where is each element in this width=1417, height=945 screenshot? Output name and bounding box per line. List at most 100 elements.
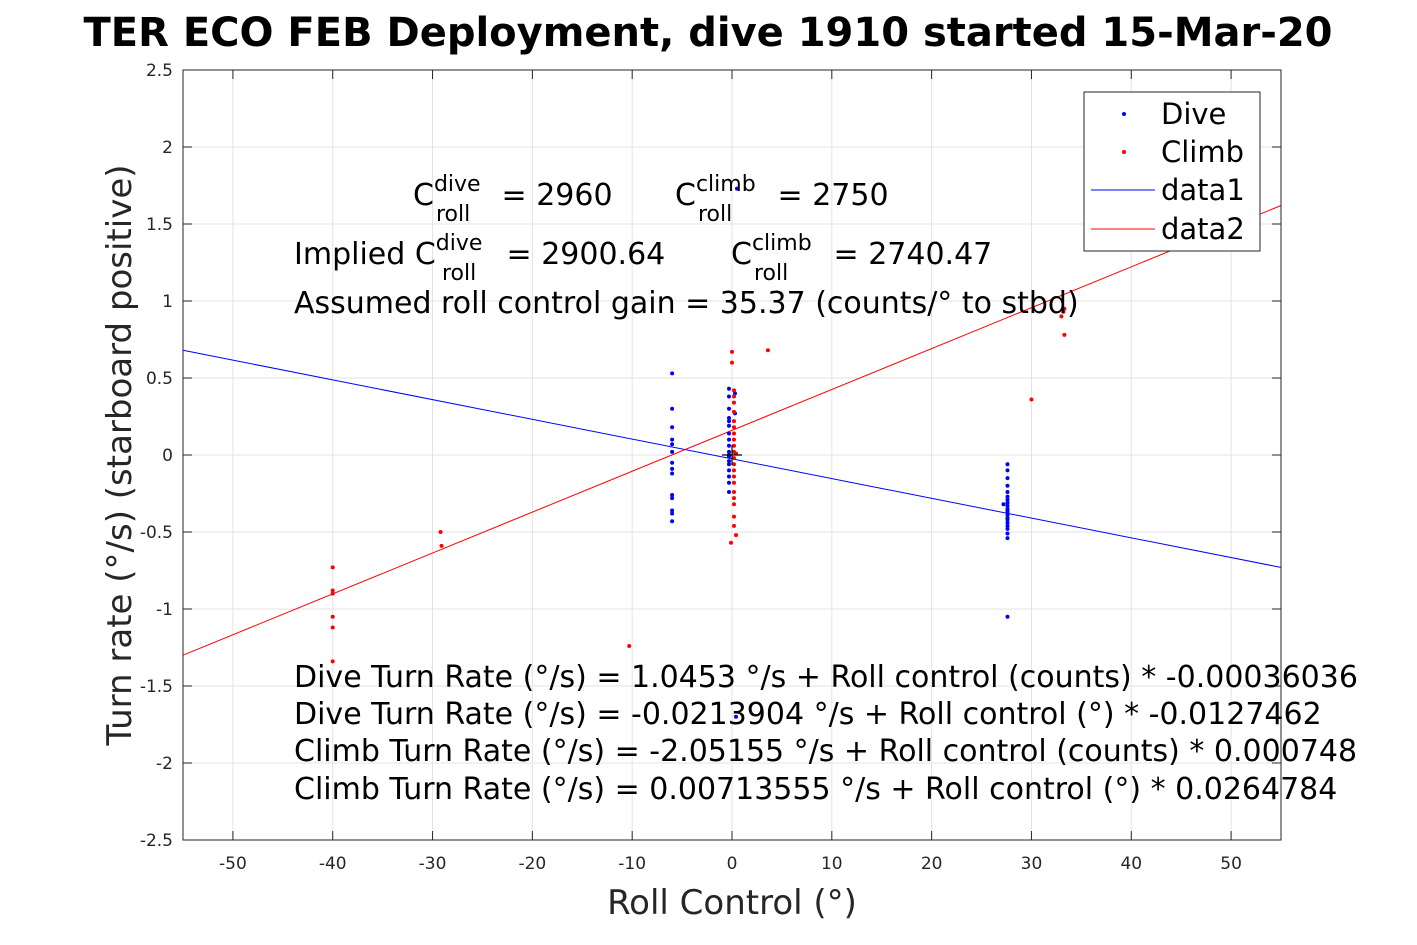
point-climb — [731, 394, 736, 399]
point-dive — [1005, 497, 1010, 502]
point-climb — [733, 533, 738, 538]
point-climb — [330, 591, 335, 596]
x-tick-label: 30 — [1021, 854, 1043, 874]
y-tick-label: -1 — [156, 600, 173, 620]
point-climb — [330, 625, 335, 630]
point-dive — [670, 425, 675, 430]
point-climb — [765, 348, 770, 353]
point-dive — [1005, 462, 1010, 467]
point-climb — [330, 659, 335, 664]
equation-dive-degrees: Dive Turn Rate (°/s) = -0.0213904 °/s + … — [294, 697, 1322, 732]
point-climb — [731, 388, 736, 393]
point-climb — [1062, 306, 1067, 311]
legend-climb-marker — [1122, 150, 1126, 154]
y-tick-label: 1 — [162, 292, 173, 312]
x-axis-label: Roll Control (°) — [607, 883, 857, 923]
point-dive — [670, 471, 675, 476]
point-climb — [438, 530, 443, 534]
point-dive — [670, 437, 675, 442]
point-climb — [731, 419, 736, 424]
point-dive — [1005, 468, 1010, 473]
point-dive — [1005, 536, 1010, 541]
point-climb — [1059, 314, 1064, 319]
y-tick-label: 2.5 — [146, 61, 173, 81]
x-tick-label: 0 — [727, 854, 738, 874]
axes — [182, 69, 1282, 841]
x-tick-labels: -50 -40 -30 -20 -10 0 10 20 30 40 50 — [219, 854, 1242, 874]
point-dive — [670, 496, 675, 501]
c-dive-text: Cdive roll = 2960 — [413, 172, 613, 227]
equation-annotations: Dive Turn Rate (°/s) = 1.0453 °/s + Roll… — [294, 660, 1358, 807]
y-tick-label: 1.5 — [146, 215, 173, 235]
legend-climb-label: Climb — [1161, 135, 1244, 169]
point-dive — [727, 419, 732, 424]
point-dive — [727, 386, 732, 391]
point-dive — [733, 714, 738, 719]
point-dive — [670, 508, 675, 513]
y-axis-label: Turn rate (°/s) (starboard positive) — [100, 164, 140, 746]
equation-climb-degrees: Climb Turn Rate (°/s) = 0.00713555 °/s +… — [294, 772, 1337, 807]
point-dive — [727, 443, 732, 448]
point-dive — [670, 371, 675, 376]
point-dive — [727, 459, 732, 464]
gain-text: Assumed roll control gain = 35.37 (count… — [294, 286, 1079, 321]
x-tick-label: 10 — [821, 854, 843, 874]
x-tick-label: -20 — [518, 854, 546, 874]
point-dive — [732, 391, 737, 396]
y-tick-label: -2.5 — [140, 831, 173, 851]
point-dive — [670, 493, 675, 498]
point-dive — [727, 431, 732, 436]
c-climb-text: Cclimb roll = 2750 — [675, 172, 889, 227]
point-dive — [727, 449, 732, 454]
point-climb — [627, 643, 632, 648]
x-tick-label: -10 — [618, 854, 646, 874]
point-dive — [1005, 526, 1010, 531]
point-climb — [731, 443, 736, 448]
point-dive — [1005, 508, 1010, 513]
point-climb — [1062, 332, 1067, 337]
point-climb — [731, 409, 736, 414]
point-climb — [731, 523, 736, 528]
point-climb — [731, 437, 736, 442]
point-dive — [670, 449, 675, 454]
point-dive — [734, 186, 739, 191]
point-climb — [330, 588, 335, 593]
point-climb — [731, 489, 736, 494]
point-climb — [730, 349, 734, 354]
x-tick-label: 50 — [1220, 854, 1242, 874]
point-climb — [730, 360, 734, 365]
point-dive — [1001, 502, 1006, 507]
point-dive — [1005, 494, 1010, 499]
point-climb — [731, 462, 736, 467]
x-tick-label: -30 — [419, 854, 447, 874]
point-dive — [670, 519, 675, 524]
point-dive — [1005, 523, 1010, 528]
point-climb — [731, 502, 736, 507]
point-climb — [1029, 397, 1034, 402]
y-tick-label: -1.5 — [140, 677, 173, 697]
point-climb — [330, 565, 335, 570]
point-dive — [1005, 476, 1010, 481]
c-roll-annotations: Cdive roll = 2960 Cclimb roll = 2750 Impli… — [294, 172, 1079, 321]
point-dive — [1005, 503, 1010, 508]
point-dive — [727, 394, 732, 399]
point-climb — [731, 431, 736, 436]
point-dive — [670, 460, 675, 465]
point-dive — [727, 416, 732, 421]
point-climb — [731, 425, 736, 430]
point-climb — [731, 474, 736, 479]
legend-dive-marker — [1122, 112, 1126, 116]
point-dive — [727, 474, 732, 479]
x-tick-label: 20 — [921, 854, 943, 874]
y-tick-label: 2 — [162, 138, 173, 158]
fit-line-data2 — [182, 205, 1282, 656]
y-tick-label: 0 — [162, 446, 173, 466]
point-climb — [731, 496, 736, 501]
point-dive — [727, 437, 732, 442]
equation-dive-counts: Dive Turn Rate (°/s) = 1.0453 °/s + Roll… — [294, 660, 1358, 695]
data-points — [330, 186, 1067, 719]
point-dive — [1005, 500, 1010, 505]
point-dive — [1005, 517, 1010, 522]
point-dive — [1005, 531, 1010, 536]
